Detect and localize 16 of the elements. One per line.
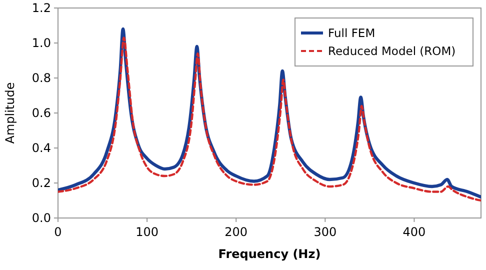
x-tick-label: 200 — [224, 225, 248, 239]
y-axis-title: Amplitude — [3, 82, 17, 144]
y-tick-label: 0.2 — [32, 176, 51, 190]
x-tick-label: 300 — [314, 225, 337, 239]
legend-label: Full FEM — [328, 26, 376, 40]
y-tick-label: 0.4 — [32, 141, 51, 155]
y-tick-label: 0.8 — [32, 71, 51, 85]
y-tick-label: 0.0 — [32, 211, 51, 225]
x-tick-label: 0 — [54, 225, 62, 239]
x-axis-title: Frequency (Hz) — [218, 247, 321, 261]
x-tick-label: 400 — [402, 225, 426, 239]
x-tick-label: 100 — [136, 225, 159, 239]
legend-label: Reduced Model (ROM) — [328, 44, 456, 58]
y-tick-label: 1.2 — [32, 1, 51, 15]
y-tick-label: 1.0 — [32, 36, 51, 50]
y-tick-label: 0.6 — [32, 106, 51, 120]
